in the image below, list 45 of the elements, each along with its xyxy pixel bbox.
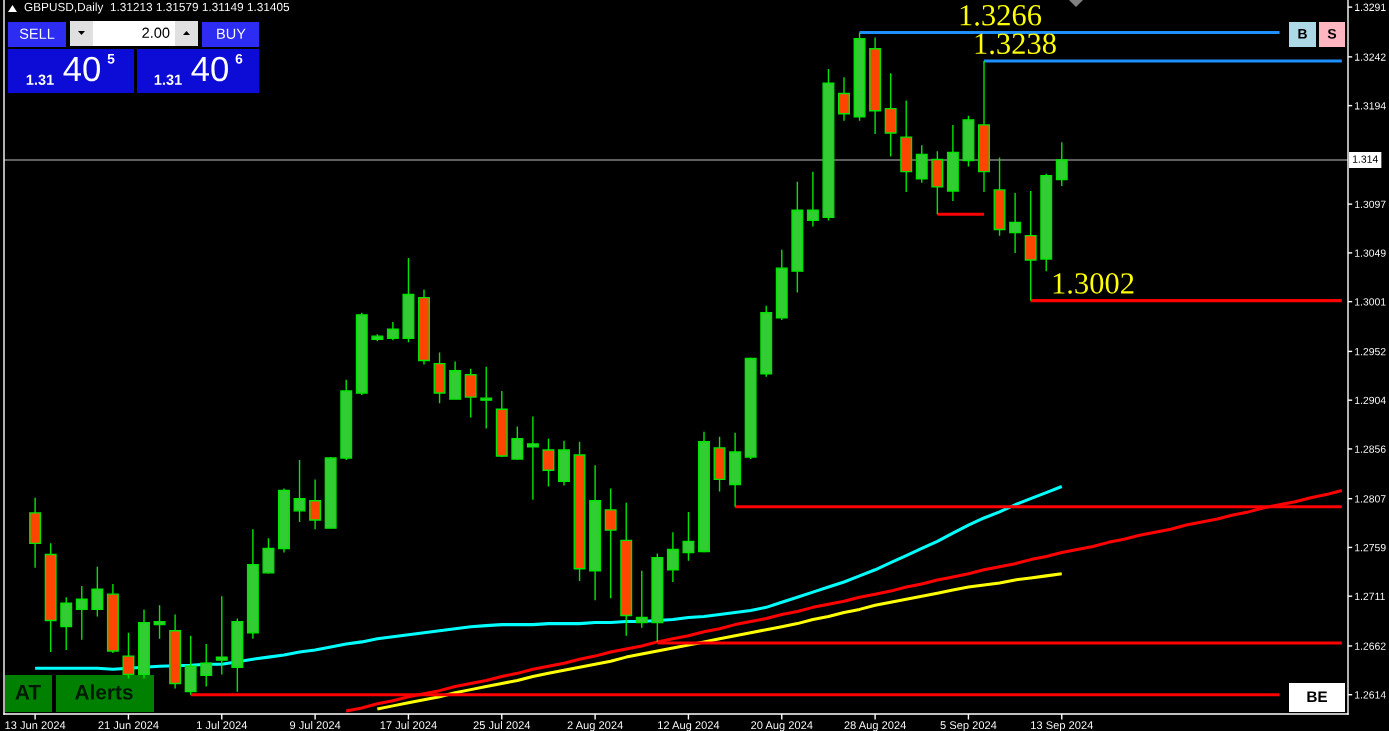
annotation: 1.31 <box>154 74 182 85</box>
annotation: 1.3002 <box>1053 273 1134 294</box>
annotation: 2.00 <box>142 27 170 38</box>
annotation: 40 <box>191 56 228 82</box>
annotation: SELL <box>19 28 55 39</box>
annotation: 5 <box>107 54 115 64</box>
y-tick-label: 1.2662 <box>1355 642 1386 650</box>
annotation: BE <box>1307 691 1328 702</box>
x-tick-label: 1 Jul 2024 <box>196 720 248 730</box>
annotation: 1.3266 <box>960 5 1042 26</box>
annotation: 1.3238 <box>975 33 1056 55</box>
x-tick-label: 13 Sep 2024 <box>1031 721 1093 731</box>
x-tick-label: 17 Jul 2024 <box>380 720 437 730</box>
annotation: 1.31 <box>26 74 54 85</box>
annotation: 6 <box>235 53 243 64</box>
y-tick-label: 1.3194 <box>1355 102 1386 110</box>
y-tick-label: 1.2614 <box>1355 691 1386 699</box>
y-tick-label: 1.2904 <box>1355 396 1386 405</box>
y-tick-label: 1.3242 <box>1355 53 1386 61</box>
x-tick-label: 21 Jun 2024 <box>98 721 159 730</box>
y-tick-label: 1.3001 <box>1355 298 1386 306</box>
annotation: B <box>1298 29 1307 39</box>
y-tick-label: 1.2711 <box>1355 592 1385 600</box>
x-tick-label: 2 Aug 2024 <box>567 721 623 731</box>
y-tick-label: 1.3291 <box>1355 3 1386 11</box>
ref-line-label: 1.314 <box>1352 155 1378 163</box>
x-tick-label: 9 Jul 2024 <box>290 720 341 730</box>
annotation: S <box>1327 28 1337 39</box>
x-tick-label: 25 Jul 2024 <box>473 720 531 730</box>
x-tick-label: 20 Aug 2024 <box>751 721 813 731</box>
x-tick-label: 12 Aug 2024 <box>658 721 720 731</box>
chart-title: GBPUSD,Daily 1.31213 1.31579 1.31149 1.31405 <box>24 2 290 14</box>
y-tick-label: 1.2759 <box>1355 543 1386 552</box>
x-tick-label: 5 Sep 2024 <box>940 721 997 731</box>
y-tick-label: 1.2952 <box>1355 347 1386 356</box>
y-tick-label: 1.2807 <box>1355 495 1386 503</box>
annotation: BUY <box>217 28 246 39</box>
annotation: AT <box>15 685 41 700</box>
y-tick-label: 1.2856 <box>1355 445 1386 453</box>
y-tick-label: 1.3097 <box>1355 200 1386 209</box>
x-tick-label: 13 Jun 2024 <box>5 721 66 730</box>
y-tick-label: 1.3049 <box>1355 249 1386 257</box>
annotation: 40 <box>63 56 100 82</box>
annotation: Alerts <box>74 684 133 700</box>
x-tick-label: 28 Aug 2024 <box>844 721 906 731</box>
